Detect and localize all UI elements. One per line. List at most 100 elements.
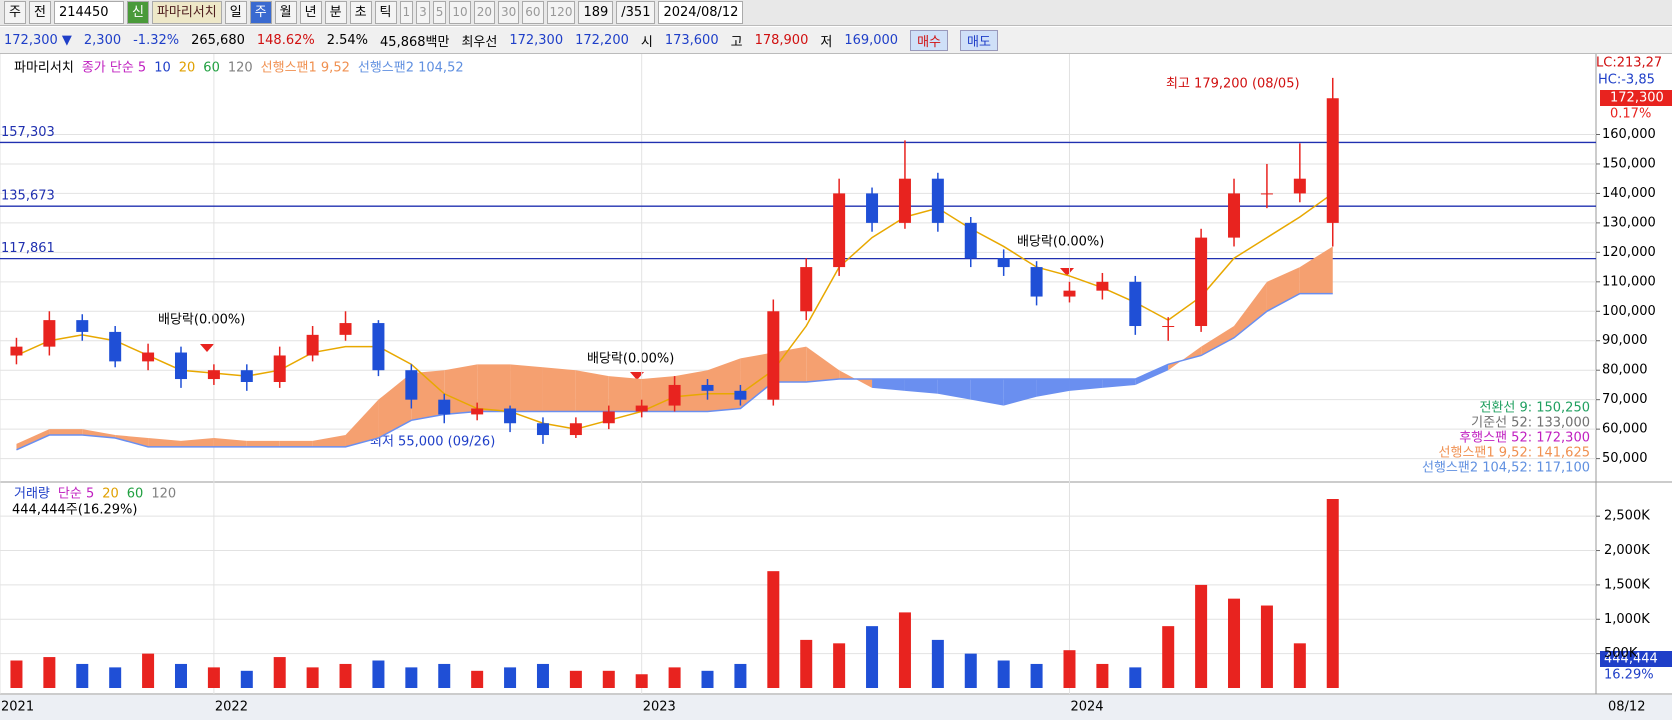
low-annotation: 최저 55,000 (09/26)	[370, 435, 495, 450]
v-tick-label: 1,500K	[1604, 577, 1650, 592]
candle-body	[701, 384, 714, 391]
toolbar-item[interactable]: 틱	[374, 1, 397, 24]
legend-item: 선행스팬1 9,52	[261, 60, 350, 76]
candle-body	[997, 258, 1010, 268]
info-item[interactable]: 265,680	[191, 32, 245, 48]
cloud	[180, 437, 214, 447]
toolbar-item[interactable]: 30	[497, 1, 520, 24]
cloud	[1135, 364, 1169, 385]
cloud	[674, 370, 708, 412]
indicator-label: 선행스팬1 9,52: 141,625	[1439, 445, 1590, 461]
candle-body	[1195, 237, 1208, 327]
info-item[interactable]: 148.62%	[256, 32, 315, 48]
level-label: 135,673	[1, 189, 55, 204]
volume-bar	[10, 660, 23, 688]
volume-bar	[569, 670, 582, 688]
legend-item: 60	[127, 487, 144, 502]
volume-bar	[273, 657, 286, 688]
date-axis	[0, 695, 1672, 720]
volume-bar	[668, 667, 681, 688]
toolbar-item[interactable]: 214450	[53, 1, 124, 24]
cloud	[806, 346, 840, 382]
cloud	[740, 352, 774, 409]
info-item[interactable]: 172,200	[575, 32, 629, 48]
toolbar-item[interactable]: 년	[299, 1, 322, 24]
info-item[interactable]: 2.54%	[326, 32, 369, 48]
cloud	[872, 379, 905, 391]
candle-body	[1129, 281, 1142, 327]
y-tick-label: 150,000	[1602, 156, 1656, 171]
toolbar-item[interactable]: 파마리서치	[151, 1, 222, 24]
info-item[interactable]: 저	[820, 34, 833, 50]
candle-body	[1293, 178, 1306, 194]
indicator-label: 선행스팬2 104,52: 117,100	[1422, 460, 1590, 476]
cloud	[510, 364, 543, 412]
toolbar-item[interactable]: /351	[616, 1, 656, 24]
level-label: 117,861	[1, 241, 55, 256]
info-item[interactable]: 최우선	[461, 34, 498, 50]
toolbar-item[interactable]: 20	[473, 1, 495, 24]
cloud	[444, 364, 478, 415]
cloud	[1201, 326, 1235, 356]
info-item[interactable]: 고	[730, 34, 743, 50]
toolbar-item[interactable]: 1	[399, 1, 414, 24]
toolbar-item[interactable]: 2024/08/12	[658, 1, 744, 24]
cloud	[312, 435, 346, 447]
toolbar-item[interactable]: 5	[432, 1, 447, 24]
candle-body	[306, 334, 319, 356]
candle-body	[339, 323, 352, 335]
volume-note: 444,444주(16.29%)	[12, 503, 137, 518]
info-item[interactable]: 2,300	[83, 32, 122, 48]
toolbar-item[interactable]: 189	[578, 1, 614, 24]
volume-bar	[372, 660, 385, 688]
toolbar-item[interactable]: 전	[28, 1, 51, 24]
toolbar-item[interactable]: 분	[324, 1, 347, 24]
legend-item: 10	[154, 61, 171, 76]
candle-body	[273, 355, 286, 382]
info-item[interactable]: 169,000	[844, 32, 899, 48]
cloud	[279, 440, 313, 447]
toolbar-item[interactable]: 3	[416, 1, 430, 24]
toolbar-item[interactable]: 일	[224, 1, 247, 24]
info-item[interactable]: 45,868백만	[380, 34, 450, 50]
legend-item: 120	[228, 61, 253, 76]
toolbar-item[interactable]: 월	[274, 1, 297, 24]
volume-bar	[339, 663, 352, 688]
candle-body	[767, 311, 780, 400]
toolbar-item[interactable]: 10	[449, 1, 471, 24]
y-tick-label: 110,000	[1602, 274, 1656, 289]
volume-bar	[306, 667, 319, 688]
candle-body	[866, 193, 879, 223]
cloud	[378, 373, 412, 438]
volume-bar	[1293, 643, 1306, 688]
toolbar-item[interactable]: 신	[126, 1, 149, 24]
toolbar-item[interactable]: 60	[522, 1, 544, 24]
candle-body	[174, 352, 187, 380]
toolbar-item[interactable]: 120	[546, 1, 576, 24]
volume-bar	[800, 639, 813, 688]
indicator-label: 기준선 52: 133,000	[1471, 416, 1590, 431]
info-item[interactable]: 178,900	[754, 32, 809, 48]
volume-bar	[701, 670, 714, 688]
volume-bar	[536, 663, 549, 688]
toolbar-item[interactable]: 주	[4, 1, 26, 24]
x-tick-label: 2022	[215, 700, 248, 715]
volume-bar	[997, 660, 1010, 688]
volume-label: 444,444	[1604, 652, 1658, 667]
candle-body	[76, 320, 89, 332]
info-item[interactable]: 173,600	[664, 32, 719, 48]
toolbar-item[interactable]: 주	[249, 1, 272, 24]
toolbar-item[interactable]: 초	[349, 1, 372, 24]
y-tick-label: 70,000	[1602, 392, 1648, 407]
info-item[interactable]: 172,300	[509, 32, 564, 48]
info-item[interactable]: 매도	[960, 29, 998, 51]
y-tick-label: 80,000	[1602, 363, 1648, 378]
legend-item: 20	[179, 61, 196, 76]
info-item[interactable]: 매수	[910, 29, 948, 51]
volume-bar	[833, 643, 846, 688]
volume-bar	[964, 653, 977, 688]
info-item[interactable]: 172,300 ▼	[4, 32, 72, 48]
info-item[interactable]: -1.32%	[133, 32, 180, 48]
volume-bar	[931, 639, 944, 688]
info-item[interactable]: 시	[640, 34, 653, 50]
